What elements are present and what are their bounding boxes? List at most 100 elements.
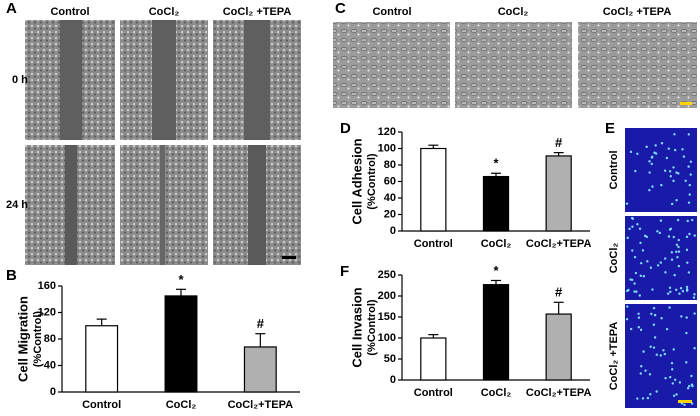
significance-mark: * bbox=[493, 263, 499, 278]
nucleus bbox=[636, 152, 639, 156]
nucleus bbox=[680, 402, 684, 405]
nucleus bbox=[687, 133, 691, 136]
nucleus bbox=[670, 202, 674, 206]
x-tick-label: CoCl₂+TEPA bbox=[526, 387, 592, 399]
nucleus bbox=[663, 257, 667, 260]
nucleus bbox=[646, 260, 649, 263]
significance-mark: * bbox=[493, 156, 499, 171]
nucleus bbox=[638, 227, 642, 230]
y-tick-label: 0 bbox=[390, 225, 396, 237]
y-tick-label: 40 bbox=[384, 192, 396, 204]
significance-mark: # bbox=[555, 285, 563, 300]
nucleus bbox=[673, 148, 677, 152]
nucleus bbox=[685, 285, 689, 289]
nucleus bbox=[658, 231, 661, 235]
y-tick-label: 100 bbox=[378, 142, 396, 154]
bar bbox=[545, 155, 572, 232]
bar bbox=[164, 295, 198, 393]
nucleus bbox=[668, 306, 671, 309]
nucleus bbox=[653, 151, 656, 154]
nucleus bbox=[668, 170, 672, 173]
nucleus bbox=[666, 292, 670, 295]
nucleus bbox=[671, 382, 675, 385]
nucleus bbox=[670, 362, 674, 365]
bar bbox=[420, 147, 447, 232]
nucleus bbox=[650, 162, 653, 166]
nucleus bbox=[642, 275, 646, 278]
nucleus bbox=[688, 183, 691, 187]
nucleus bbox=[645, 145, 648, 149]
x-tick-label: Control bbox=[414, 238, 453, 250]
nucleus bbox=[690, 402, 694, 405]
scale-bar bbox=[680, 102, 692, 105]
nucleus bbox=[687, 165, 690, 168]
nucleus bbox=[651, 288, 654, 291]
nucleus bbox=[693, 312, 696, 315]
nucleus bbox=[676, 218, 680, 222]
nucleus bbox=[627, 288, 630, 292]
x-tick-label: CoCl₂ bbox=[481, 387, 512, 399]
y-tick-label: 0 bbox=[390, 374, 396, 386]
nucleus bbox=[675, 288, 678, 292]
nucleus bbox=[639, 328, 643, 332]
y-tick-label: 40 bbox=[44, 359, 56, 371]
nucleus bbox=[634, 169, 637, 173]
nucleus bbox=[625, 202, 629, 205]
nucleus bbox=[660, 142, 664, 145]
nucleus bbox=[653, 313, 657, 317]
fluorescence-image bbox=[625, 128, 697, 212]
nucleus bbox=[672, 348, 675, 351]
row-label: CoCl₂ bbox=[608, 243, 620, 274]
nucleus bbox=[677, 250, 681, 253]
nucleus bbox=[637, 312, 640, 316]
y-tick-label: 0 bbox=[50, 386, 56, 398]
nucleus bbox=[641, 397, 645, 400]
nucleus bbox=[649, 266, 653, 269]
nucleus bbox=[677, 264, 681, 268]
nucleus bbox=[631, 249, 634, 252]
nucleus bbox=[670, 258, 674, 261]
y-tick-label: 200 bbox=[378, 290, 396, 302]
scale-bar bbox=[282, 256, 296, 259]
nucleus bbox=[626, 236, 629, 240]
wound bbox=[60, 20, 82, 140]
nucleus bbox=[633, 282, 636, 285]
nucleus bbox=[672, 179, 675, 183]
nucleus bbox=[633, 255, 637, 259]
nucleus bbox=[693, 347, 696, 350]
micrograph bbox=[578, 22, 697, 108]
nucleus bbox=[648, 188, 651, 192]
nucleus bbox=[685, 361, 688, 364]
wound bbox=[248, 145, 266, 265]
nucleus bbox=[677, 238, 680, 242]
nucleus bbox=[685, 235, 689, 239]
column-label: Control bbox=[50, 6, 89, 18]
nucleus bbox=[686, 261, 689, 264]
nucleus bbox=[686, 387, 690, 390]
nucleus bbox=[689, 160, 693, 163]
nucleus bbox=[634, 271, 638, 275]
significance-mark: # bbox=[555, 135, 563, 150]
nucleus bbox=[636, 223, 639, 226]
nucleus bbox=[669, 227, 673, 231]
nucleus bbox=[650, 312, 653, 316]
nucleus bbox=[673, 378, 677, 382]
nucleus bbox=[653, 336, 657, 339]
micrograph bbox=[333, 22, 450, 108]
nucleus bbox=[641, 249, 645, 252]
y-axis-label: Cell Migration bbox=[15, 296, 30, 382]
nucleus bbox=[648, 171, 651, 174]
nucleus bbox=[660, 183, 663, 187]
x-tick-label: CoCl₂ bbox=[481, 238, 512, 250]
nucleus bbox=[690, 374, 693, 378]
nucleus bbox=[673, 133, 676, 136]
nucleus bbox=[678, 381, 682, 384]
nucleus bbox=[681, 148, 684, 151]
nucleus bbox=[664, 271, 667, 274]
nucleus bbox=[639, 241, 642, 245]
row-label: Control bbox=[608, 150, 620, 189]
nucleus bbox=[650, 156, 654, 159]
row-label: 24 h bbox=[6, 199, 28, 211]
